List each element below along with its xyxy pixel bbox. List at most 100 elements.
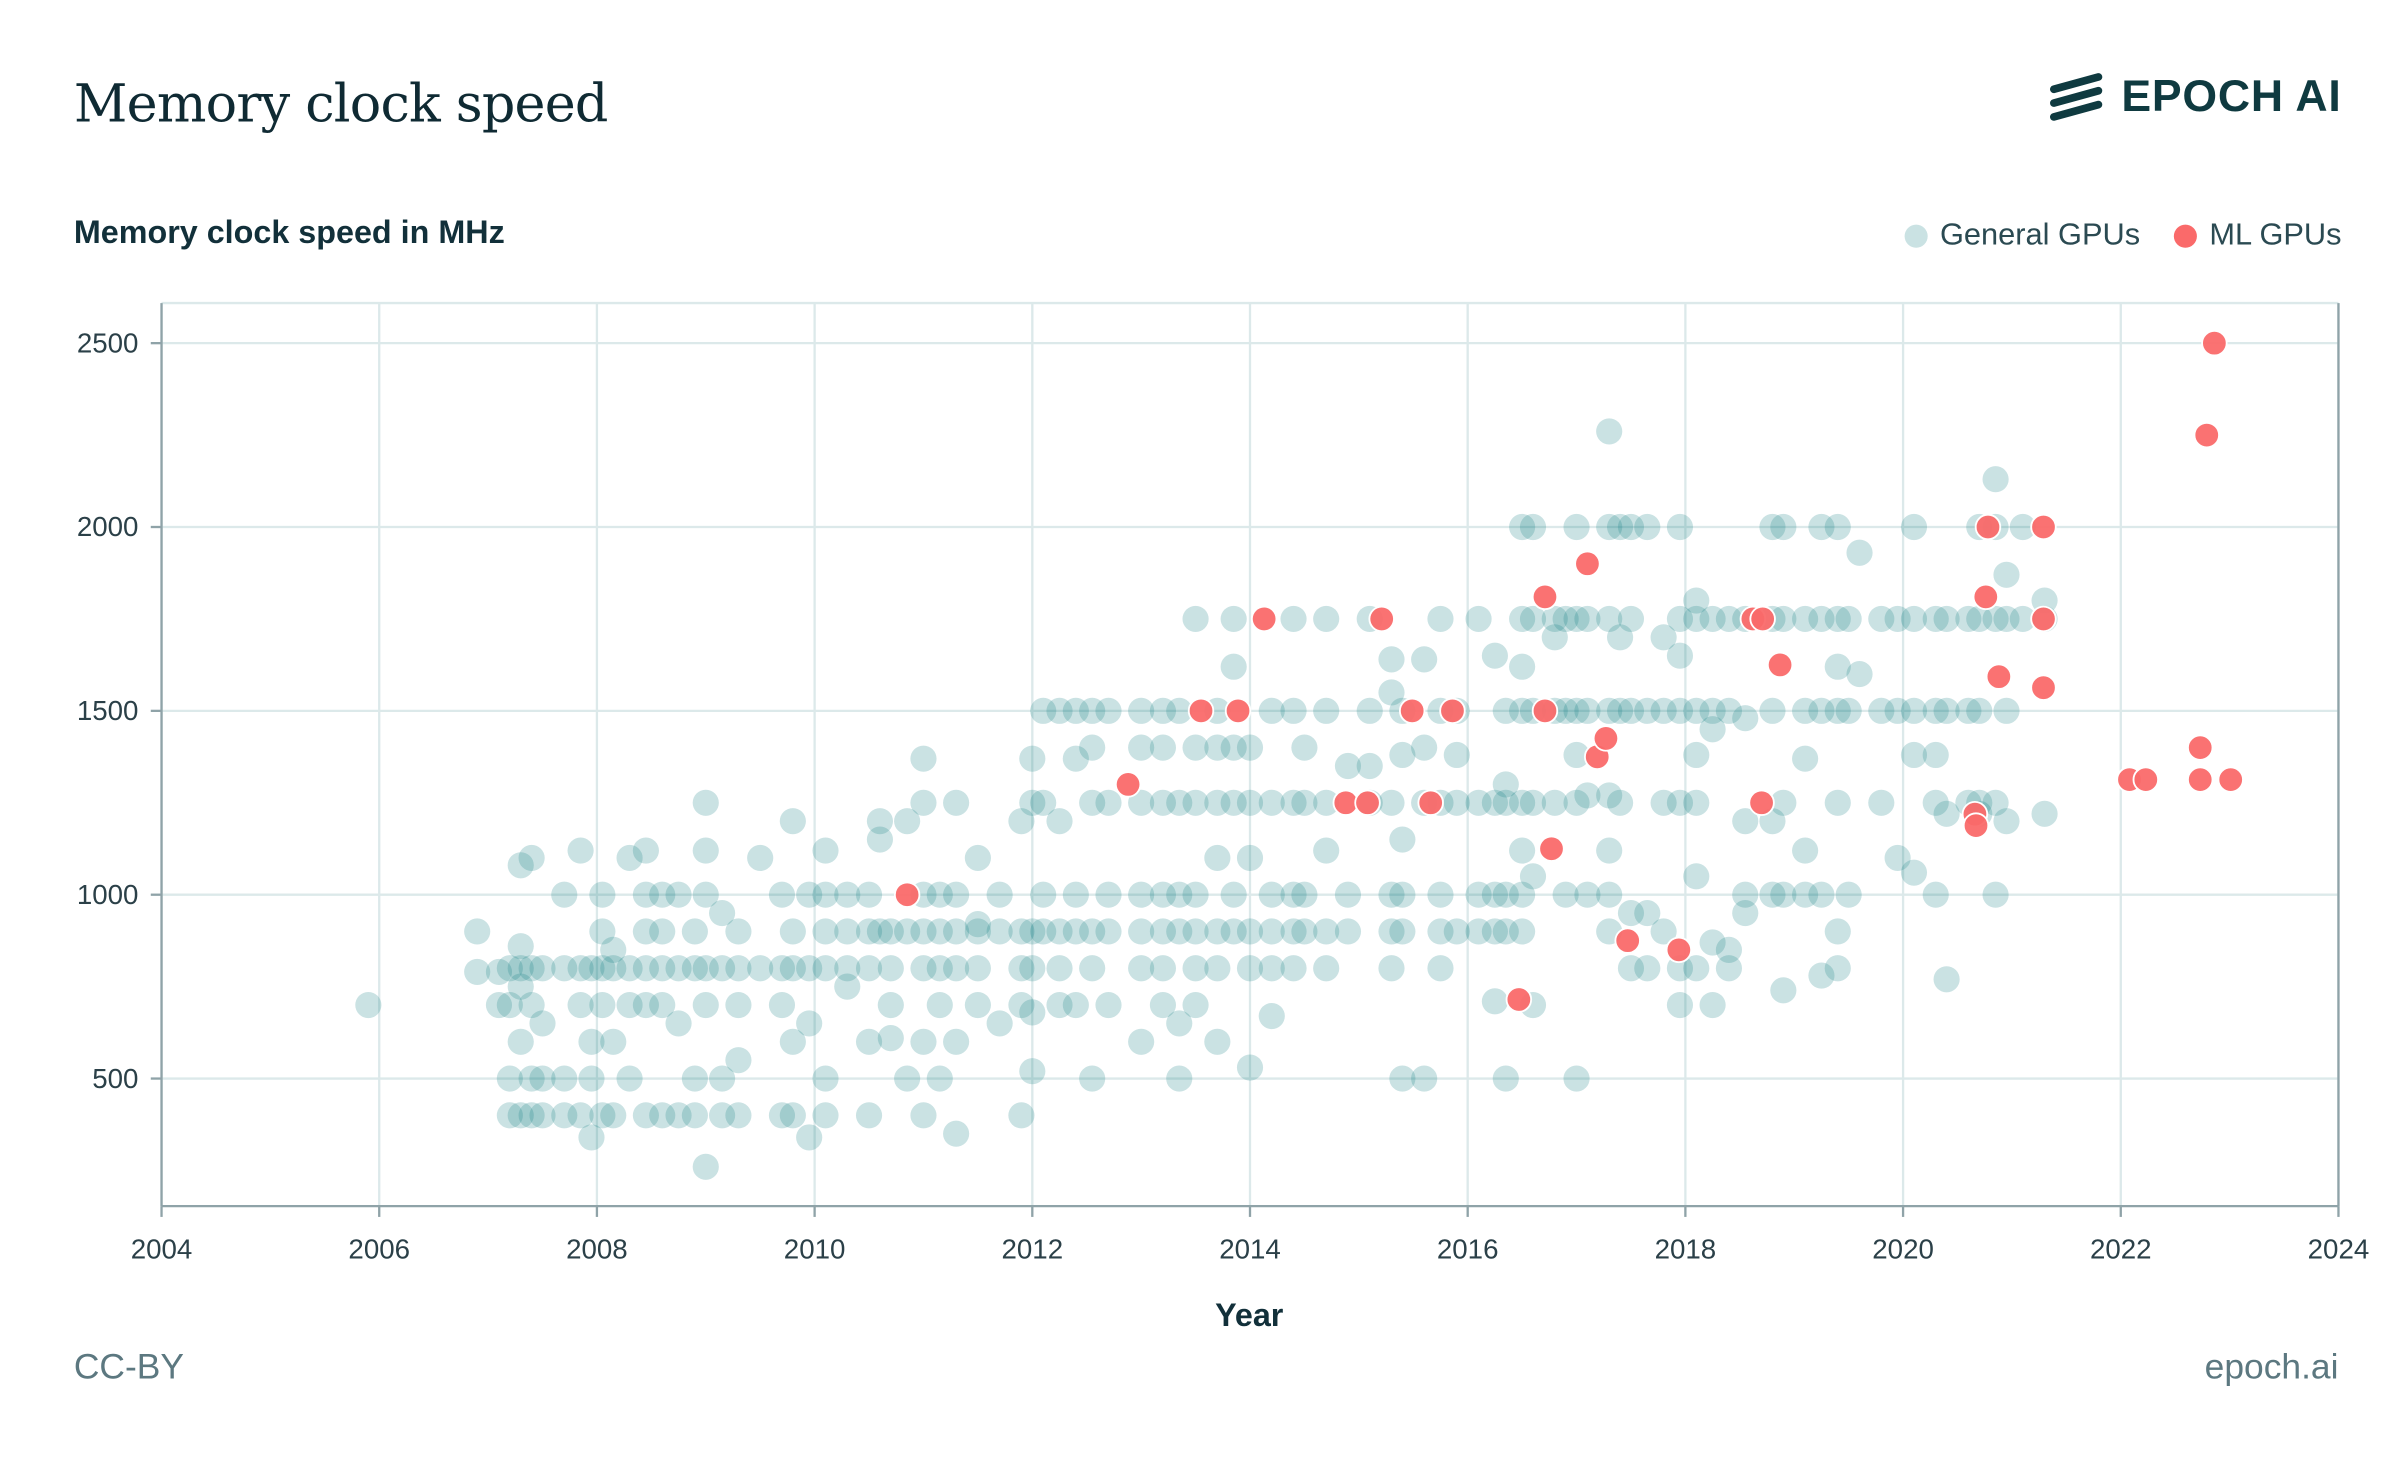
general-gpu-point [1095, 991, 1122, 1019]
x-tick-label: 2010 [784, 1233, 846, 1264]
general-gpu-point [725, 1047, 752, 1074]
general-gpu-point [1258, 881, 1285, 908]
general-gpu-point [529, 1102, 556, 1129]
general-gpu-point [1204, 1028, 1231, 1055]
general-gpu-point [1993, 697, 2020, 724]
general-gpu-point [649, 918, 676, 945]
general-gpu-point [1596, 782, 1623, 809]
general-gpu-point [1182, 955, 1209, 982]
ml-gpu-point [2217, 766, 2244, 793]
x-tick-label: 2004 [131, 1233, 193, 1264]
general-gpu-point [1030, 918, 1057, 945]
general-gpu-point [1220, 605, 1247, 633]
general-gpu-point [632, 991, 659, 1019]
general-gpu-point [1427, 918, 1454, 945]
general-gpu-point [1699, 697, 1726, 724]
general-gpu-point [1808, 605, 1835, 633]
general-gpu-point [812, 881, 839, 908]
general-gpu-point [1465, 789, 1492, 816]
general-gpu-point [1808, 881, 1835, 908]
general-gpu-point [796, 881, 823, 908]
general-gpu-point [1128, 789, 1155, 816]
general-gpu-point [877, 918, 904, 945]
general-gpu-point [567, 991, 594, 1019]
general-gpu-point [1030, 697, 1057, 724]
site-link[interactable]: epoch.ai [2204, 1346, 2339, 1387]
general-gpu-point [725, 1102, 752, 1129]
general-gpu-point [1128, 955, 1155, 982]
general-gpu-point [1982, 789, 2009, 816]
general-gpu-point [1128, 918, 1155, 945]
general-gpu-point [1922, 605, 1949, 633]
general-gpu-point [1313, 918, 1340, 945]
general-gpu-point [1019, 789, 1046, 816]
general-gpu-point [768, 881, 796, 908]
general-gpu-point [796, 1010, 823, 1037]
general-gpu-point [649, 1102, 676, 1129]
general-gpu-point [649, 991, 676, 1019]
general-gpu-point [964, 955, 991, 982]
ml-gpu-point [2193, 421, 2220, 449]
general-gpu-point [1563, 741, 1590, 769]
general-gpu-point [665, 1102, 692, 1129]
logo-text: EPOCH AI [2121, 71, 2342, 121]
general-gpu-point [692, 1153, 719, 1180]
ml-gpu-point [1439, 697, 1466, 725]
general-gpu-point [768, 955, 796, 982]
general-gpu-point [1062, 745, 1089, 772]
general-gpu-point [551, 955, 578, 982]
general-gpu-point [1334, 918, 1362, 945]
general-gpu-point [681, 1065, 708, 1092]
general-gpu-point [1792, 881, 1819, 908]
general-gpu-point [1683, 605, 1710, 633]
legend-label-ml: ML GPUs [2209, 218, 2342, 253]
ml-gpu-point [1531, 583, 1559, 611]
general-gpu-point [507, 933, 534, 960]
general-gpu-point [600, 955, 627, 982]
general-gpu-point [1427, 955, 1454, 982]
y-tick-label: 2000 [77, 511, 139, 542]
general-gpu-point [1443, 741, 1470, 769]
general-gpu-point [866, 826, 893, 853]
general-gpu-point [1699, 929, 1726, 956]
general-gpu-point [1204, 734, 1231, 761]
general-gpu-point [1030, 789, 1057, 816]
general-gpu-point [910, 745, 937, 772]
general-gpu-point [986, 881, 1013, 908]
general-gpu-point [1236, 844, 1264, 872]
general-gpu-point [1732, 881, 1759, 908]
general-gpu-point [926, 1065, 953, 1092]
general-gpu-point [1933, 800, 1960, 827]
general-gpu-point [768, 991, 796, 1019]
general-gpu-point [1732, 808, 1759, 835]
general-gpu-point [1808, 962, 1835, 989]
general-gpu-point [1922, 881, 1949, 908]
general-gpu-point [1280, 789, 1307, 816]
general-gpu-point [616, 844, 643, 872]
general-gpu-point [1563, 1065, 1590, 1092]
general-gpu-point [1095, 881, 1122, 908]
legend-item-ml[interactable]: ML GPUs [2173, 218, 2342, 253]
epoch-stripes-icon [2049, 73, 2103, 121]
general-gpu-point [1982, 466, 2009, 493]
general-gpu-point [1552, 881, 1579, 908]
general-gpu-point [1166, 1010, 1193, 1037]
general-gpu-point [578, 955, 605, 982]
general-gpu-point [1378, 679, 1405, 706]
general-gpu-point [1166, 697, 1193, 724]
legend-item-general[interactable]: General GPUs [1904, 218, 2140, 253]
general-gpu-point [632, 881, 659, 908]
legend: General GPUs ML GPUs [1904, 218, 2342, 253]
general-gpu-point [692, 881, 719, 908]
general-gpu-point [529, 1065, 556, 1092]
general-gpu-point [589, 1102, 616, 1129]
general-gpu-point [1634, 697, 1661, 724]
general-gpu-point [1617, 513, 1645, 541]
general-gpu-point [1650, 697, 1677, 724]
general-gpu-point [1509, 789, 1536, 816]
general-gpu-point [1574, 605, 1601, 633]
general-gpu-point [1220, 653, 1247, 680]
general-gpu-point [518, 991, 545, 1019]
general-gpu-point [1715, 936, 1742, 963]
